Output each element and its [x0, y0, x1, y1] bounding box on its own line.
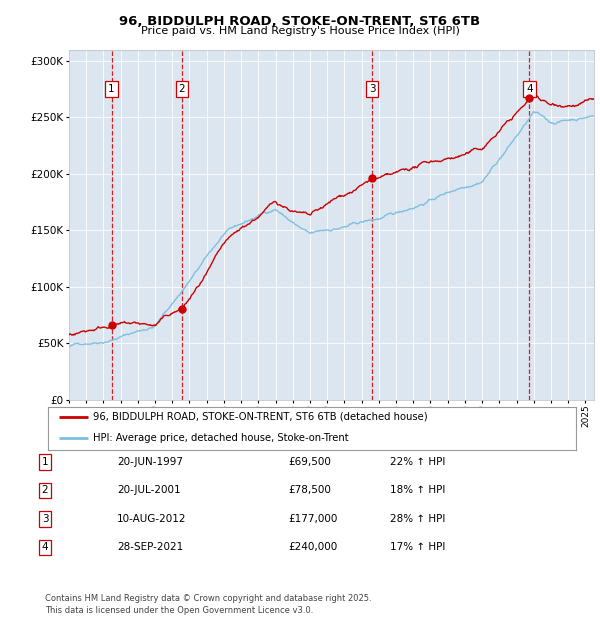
- Text: £240,000: £240,000: [288, 542, 337, 552]
- Text: HPI: Average price, detached house, Stoke-on-Trent: HPI: Average price, detached house, Stok…: [93, 433, 349, 443]
- Text: 10-AUG-2012: 10-AUG-2012: [117, 514, 187, 524]
- Text: 28% ↑ HPI: 28% ↑ HPI: [390, 514, 445, 524]
- Text: 2: 2: [41, 485, 49, 495]
- Text: 20-JUL-2001: 20-JUL-2001: [117, 485, 181, 495]
- Text: 28-SEP-2021: 28-SEP-2021: [117, 542, 183, 552]
- Text: £78,500: £78,500: [288, 485, 331, 495]
- Text: 3: 3: [41, 514, 49, 524]
- Text: 4: 4: [526, 84, 533, 94]
- Text: 18% ↑ HPI: 18% ↑ HPI: [390, 485, 445, 495]
- Text: £69,500: £69,500: [288, 457, 331, 467]
- Text: 1: 1: [41, 457, 49, 467]
- Text: 17% ↑ HPI: 17% ↑ HPI: [390, 542, 445, 552]
- Text: 20-JUN-1997: 20-JUN-1997: [117, 457, 183, 467]
- Text: 4: 4: [41, 542, 49, 552]
- Text: 2: 2: [178, 84, 185, 94]
- Text: 96, BIDDULPH ROAD, STOKE-ON-TRENT, ST6 6TB: 96, BIDDULPH ROAD, STOKE-ON-TRENT, ST6 6…: [119, 15, 481, 27]
- Text: 1: 1: [108, 84, 115, 94]
- Text: 96, BIDDULPH ROAD, STOKE-ON-TRENT, ST6 6TB (detached house): 96, BIDDULPH ROAD, STOKE-ON-TRENT, ST6 6…: [93, 412, 428, 422]
- Text: Contains HM Land Registry data © Crown copyright and database right 2025.
This d: Contains HM Land Registry data © Crown c…: [45, 594, 371, 615]
- Text: 22% ↑ HPI: 22% ↑ HPI: [390, 457, 445, 467]
- Text: Price paid vs. HM Land Registry's House Price Index (HPI): Price paid vs. HM Land Registry's House …: [140, 26, 460, 36]
- Text: 3: 3: [369, 84, 376, 94]
- Text: £177,000: £177,000: [288, 514, 337, 524]
